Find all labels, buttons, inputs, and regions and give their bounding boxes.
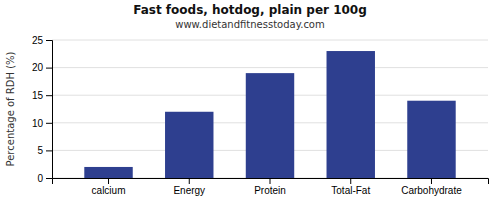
- grid-line: [52, 67, 488, 68]
- x-tick-label: Energy: [173, 185, 205, 196]
- y-tick: 10: [32, 118, 52, 129]
- x-tick: calcium: [92, 178, 126, 196]
- x-tick: Protein: [254, 178, 286, 196]
- x-axis-line: [53, 179, 489, 185]
- bar: [246, 73, 294, 178]
- x-tick-mark: [189, 178, 190, 184]
- x-tick-label: Carbohydrate: [401, 185, 462, 196]
- y-tick: 0: [37, 173, 52, 184]
- subtitle: www.dietandfitnesstoday.com: [175, 19, 324, 30]
- plot-area: [84, 51, 455, 178]
- x-tick-mark: [270, 178, 271, 184]
- x-tick-mark: [431, 178, 432, 184]
- y-tick: 20: [32, 62, 52, 73]
- y-tick: 5: [37, 145, 52, 156]
- y-tick-label: 5: [37, 145, 43, 156]
- x-tick-mark: [108, 178, 109, 184]
- bar: [407, 101, 455, 178]
- grid: [52, 40, 488, 178]
- bar: [84, 167, 132, 178]
- x-tick-label: calcium: [92, 185, 126, 196]
- y-tick-label: 15: [32, 90, 44, 101]
- y-tick-mark: [46, 40, 52, 41]
- y-tick: 15: [32, 90, 52, 101]
- x-tick: Energy: [173, 178, 205, 196]
- y-axis-line: [46, 41, 53, 179]
- y-tick: 25: [32, 35, 52, 46]
- x-tick: Carbohydrate: [401, 178, 462, 196]
- y-tick-mark: [46, 95, 52, 96]
- y-tick-label: 10: [32, 118, 44, 129]
- x-axis: calcium Energy Protein Total-Fat Carbohydrat…: [53, 178, 489, 196]
- x-tick: Total-Fat: [331, 178, 370, 196]
- y-axis-title: Percentage of RDH (%): [5, 51, 16, 166]
- y-tick-label: 20: [32, 62, 44, 73]
- grid-line: [52, 40, 488, 41]
- x-tick-mark: [350, 178, 351, 184]
- x-tick-label: Total-Fat: [331, 185, 370, 196]
- chart-svg: Fast foods, hotdog, plain per 100g www.di…: [0, 0, 500, 200]
- x-tick-label: Protein: [254, 185, 286, 196]
- y-tick-mark: [46, 178, 52, 179]
- y-tick-mark: [46, 150, 52, 151]
- bar: [327, 51, 375, 178]
- y-tick-label: 0: [37, 173, 43, 184]
- y-axis: 0 5 10 15 20 25: [32, 35, 53, 184]
- chart-container: Fast foods, hotdog, plain per 100g www.di…: [0, 0, 500, 200]
- y-tick-mark: [46, 68, 52, 69]
- y-tick-mark: [46, 123, 52, 124]
- y-tick-label: 25: [32, 35, 44, 46]
- bar: [165, 112, 213, 178]
- title: Fast foods, hotdog, plain per 100g: [133, 3, 367, 17]
